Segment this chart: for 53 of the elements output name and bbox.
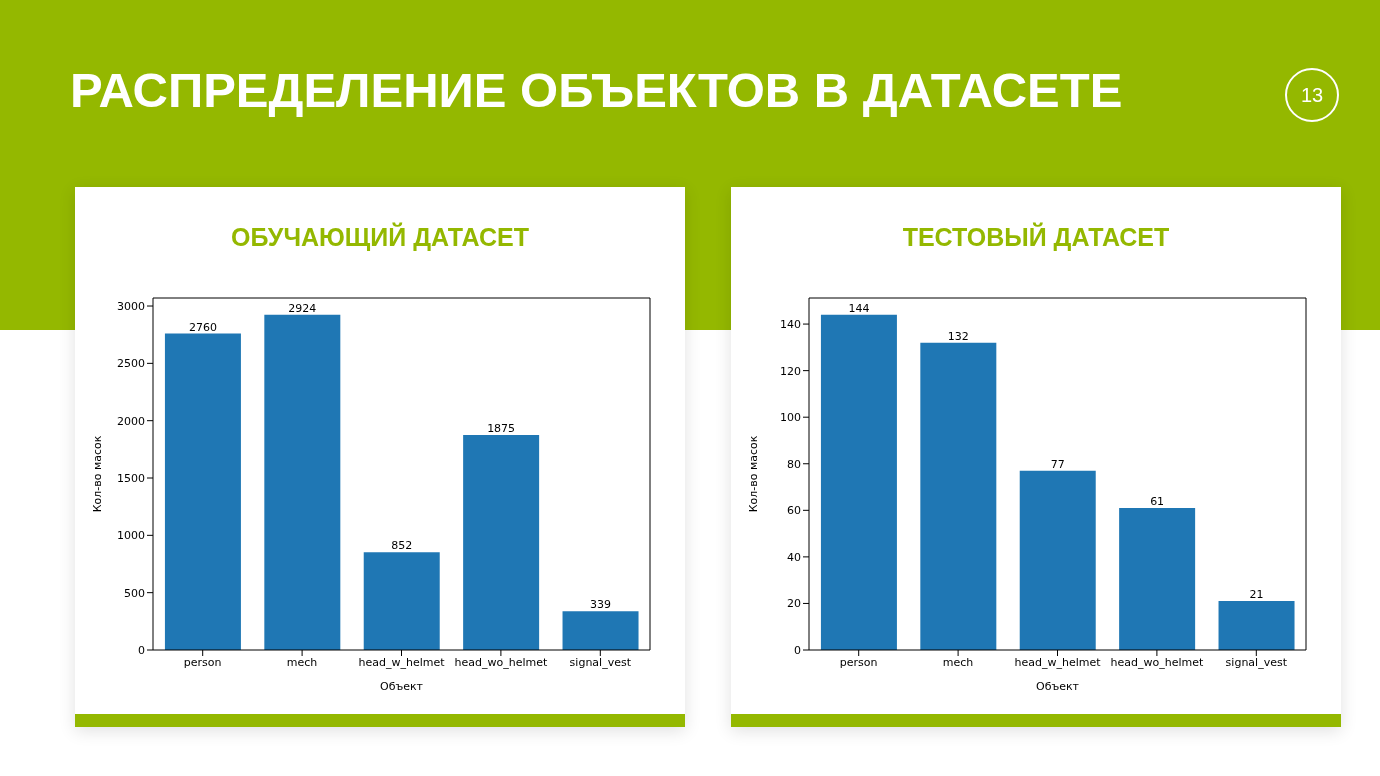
y-tick-label: 2000 <box>117 414 145 428</box>
x-tick-label: mech <box>942 655 974 669</box>
data-label: 2924 <box>288 301 317 315</box>
y-axis-title: Кол-во масок <box>746 435 760 513</box>
data-label: 339 <box>590 598 612 612</box>
bar <box>920 342 997 650</box>
bar <box>1119 507 1196 650</box>
text: 13 <box>1285 68 1339 122</box>
bar <box>1218 601 1295 650</box>
text: РАСПРЕДЕЛЕНИЕ ОБЪЕКТОВ В ДАТАСЕТЕ <box>70 62 1123 118</box>
x-tick-label: head_wo_helmet <box>454 655 548 669</box>
data-label: 852 <box>391 539 413 553</box>
data-label: 77 <box>1050 457 1065 471</box>
x-tick-label: head_w_helmet <box>1014 655 1102 669</box>
y-tick-label: 60 <box>787 504 801 518</box>
data-label: 61 <box>1150 494 1165 508</box>
y-tick-label: 40 <box>787 550 801 564</box>
y-tick-label: 2500 <box>117 357 145 371</box>
y-tick-label: 100 <box>780 411 801 425</box>
bar <box>820 314 897 650</box>
bar <box>1019 470 1096 650</box>
y-tick-label: 500 <box>124 586 145 600</box>
x-tick-label: head_w_helmet <box>358 655 446 669</box>
data-label: 132 <box>947 329 969 343</box>
y-tick-label: 20 <box>787 597 801 611</box>
y-tick-label: 140 <box>780 317 801 331</box>
x-tick-label: head_wo_helmet <box>1110 655 1204 669</box>
x-tick-label: signal_vest <box>1225 655 1288 669</box>
y-tick-label: 0 <box>138 643 145 657</box>
bar <box>264 314 341 650</box>
y-tick-label: 1000 <box>117 529 145 543</box>
x-tick-label: person <box>839 655 878 669</box>
y-tick-label: 120 <box>780 364 801 378</box>
data-label: 144 <box>848 301 870 315</box>
bar <box>363 552 440 650</box>
bar <box>463 435 540 650</box>
x-tick-label: mech <box>286 655 318 669</box>
data-label: 2760 <box>188 320 217 334</box>
y-tick-label: 0 <box>794 643 801 657</box>
chart-title: ОБУЧАЮЩИЙ ДАТАСЕТ <box>230 223 530 252</box>
y-axis-title: Кол-во масок <box>90 435 104 513</box>
x-tick-label: signal_vest <box>569 655 632 669</box>
x-axis-title: Объект <box>379 680 424 693</box>
y-tick-label: 1500 <box>117 471 145 485</box>
bar <box>164 333 241 650</box>
x-axis-title: Объект <box>1035 680 1080 693</box>
data-label: 1875 <box>487 422 516 436</box>
bar <box>562 611 639 650</box>
chart-title: ТЕСТОВЫЙ ДАТАСЕТ <box>901 223 1171 252</box>
y-tick-label: 80 <box>787 457 801 471</box>
x-tick-label: person <box>183 655 222 669</box>
data-label: 21 <box>1249 588 1264 602</box>
y-tick-label: 3000 <box>117 299 145 313</box>
